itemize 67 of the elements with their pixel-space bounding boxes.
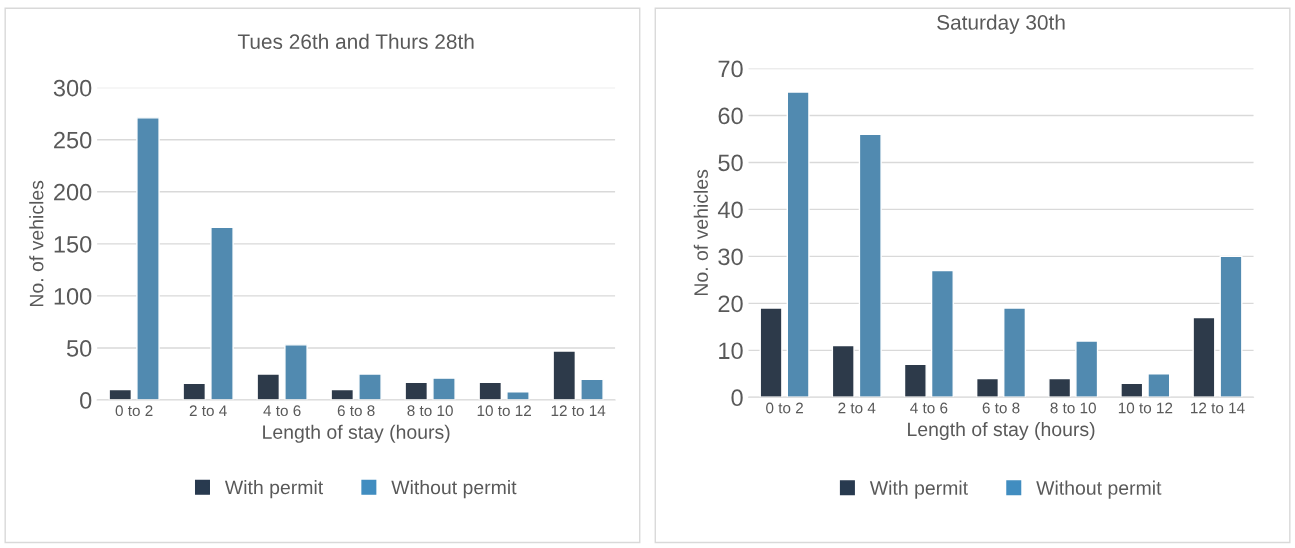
x-tick-label: 6 to 8 <box>982 402 1020 414</box>
legend-label: With permit <box>869 480 968 499</box>
bar <box>786 91 810 398</box>
y-tick-label: 60 <box>718 107 743 125</box>
legend-label: Without permit <box>1036 480 1162 499</box>
x-axis-title: Length of stay (hours) <box>908 421 1095 441</box>
x-axis-title: Length of stay (hours) <box>263 424 450 443</box>
bar <box>404 381 429 401</box>
bar <box>858 133 882 398</box>
bar <box>831 344 855 398</box>
x-tick-label: 12 to 14 <box>1191 402 1245 414</box>
bar <box>478 381 503 401</box>
y-tick-label: 0 <box>80 392 92 409</box>
x-tick-label: 10 to 12 <box>477 405 531 417</box>
bar <box>1192 316 1216 398</box>
x-tick-label: 12 to 14 <box>551 405 606 417</box>
y-tick-label: 20 <box>718 295 743 313</box>
y-tick-label: 10 <box>719 342 743 360</box>
y-tick-label: 40 <box>717 201 743 219</box>
bar <box>1075 340 1099 398</box>
bar <box>1219 255 1243 398</box>
bar <box>1048 377 1072 398</box>
x-tick-label: 6 to 8 <box>337 405 375 417</box>
bar <box>210 226 234 401</box>
x-tick-label: 8 to 10 <box>1050 402 1096 414</box>
bar <box>759 307 783 398</box>
bar <box>580 378 604 401</box>
bar <box>552 350 577 401</box>
bar <box>432 377 456 401</box>
bar <box>330 388 355 401</box>
x-tick-label: 2 to 4 <box>838 402 876 414</box>
x-tick-label: 4 to 6 <box>263 405 301 417</box>
x-tick-label: 4 to 6 <box>910 402 948 414</box>
y-tick-label: 30 <box>718 248 743 266</box>
x-tick-label: 10 to 12 <box>1118 402 1173 414</box>
y-tick-label: 70 <box>718 60 743 78</box>
y-tick-label: 250 <box>54 131 92 149</box>
y-tick-label: 300 <box>53 79 92 97</box>
bar <box>358 373 382 401</box>
chart-title: Tues 26th and Thurs 28th <box>237 33 474 49</box>
x-tick-label: 2 to 4 <box>189 405 227 417</box>
bar <box>136 117 160 401</box>
bar <box>975 377 1000 398</box>
bar <box>506 391 530 401</box>
chart-title: Saturday 30th <box>937 14 1065 34</box>
bar <box>903 363 927 398</box>
bar <box>1120 382 1144 398</box>
legend-label: With permit <box>224 480 324 499</box>
y-axis-title: No. of vehicles <box>29 180 44 307</box>
bar <box>930 269 954 398</box>
x-tick-label: 0 to 2 <box>115 405 153 417</box>
y-tick-label: 100 <box>54 287 92 305</box>
bar <box>256 373 281 401</box>
x-tick-label: 8 to 10 <box>407 405 453 417</box>
legend-label: Without permit <box>391 480 517 499</box>
bar <box>182 382 207 401</box>
y-tick-label: 200 <box>54 183 92 201</box>
y-tick-label: 0 <box>731 389 743 407</box>
y-tick-label: 50 <box>718 154 743 172</box>
x-tick-label: 0 to 2 <box>766 402 803 414</box>
bar <box>1147 373 1171 398</box>
y-tick-label: 150 <box>54 235 92 253</box>
y-axis-title: No. of vehicles <box>693 169 708 296</box>
bar <box>1003 307 1027 398</box>
y-tick-label: 50 <box>66 340 92 357</box>
bar <box>108 388 133 401</box>
bar <box>284 344 308 401</box>
